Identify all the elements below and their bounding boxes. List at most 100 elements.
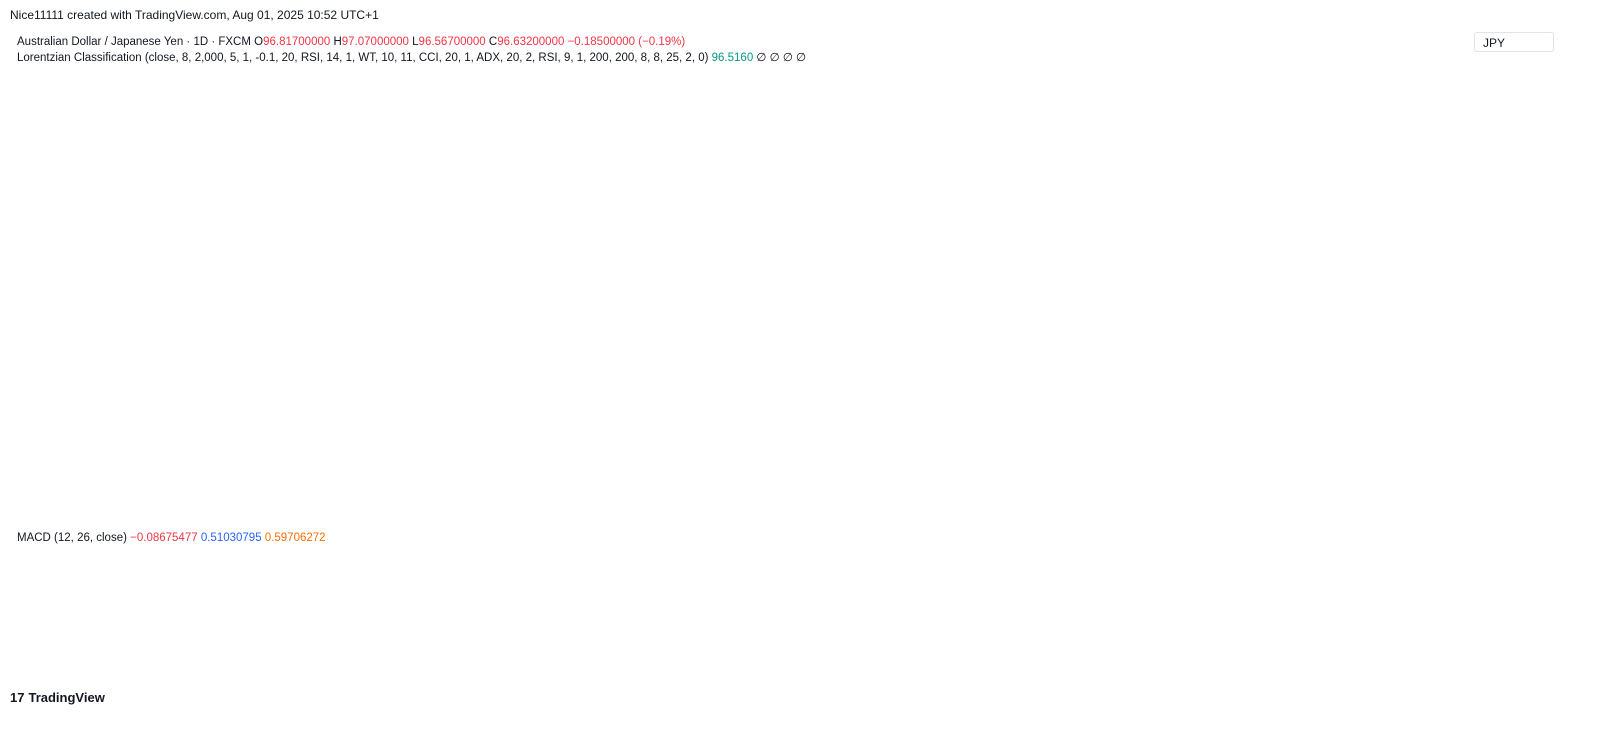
level-tag-label: 93.79100000: [1476, 350, 1540, 362]
macd-histogram-bar: [180, 582, 189, 594]
lorentzian-segment: [262, 144, 296, 199]
symbol-tag: [1422, 260, 1468, 277]
candle-body: [462, 242, 469, 264]
lorentzian-segment: [920, 350, 975, 380]
buy-signal-marker: [14, 340, 27, 357]
y-tick-label: 99.00000000: [1480, 192, 1544, 204]
low-label: L: [412, 36, 419, 48]
lorentzian-segment: [670, 347, 718, 392]
candle-body: [1021, 300, 1028, 325]
candle-body: [699, 342, 706, 482]
x-tick-label: Mar: [580, 662, 599, 674]
macd-histogram-bar: [684, 572, 693, 583]
grid: [10, 28, 1471, 680]
lightning-icon-bolt: [1106, 506, 1113, 519]
open-value: 96.81700000: [263, 36, 331, 48]
y-tick-label: 101.00000000: [1480, 132, 1550, 144]
trendlines: [702, 193, 1262, 483]
x-tick-label: Dec: [271, 662, 291, 674]
x-tick-label: Aug: [1104, 662, 1124, 674]
level-tag: [1473, 86, 1551, 103]
macd-hist-value: −0.08675477: [130, 532, 198, 544]
high-value: 97.07000000: [341, 36, 409, 48]
y-tick-label: 93.00000000: [1480, 374, 1544, 386]
y-tick-label: 102.00000000: [1480, 102, 1550, 114]
candle-body: [445, 218, 452, 243]
candle-body: [815, 351, 822, 373]
candle-body: [479, 263, 486, 292]
candle-body: [181, 139, 188, 152]
candle-body: [147, 133, 154, 159]
macd-histogram-bar: [746, 580, 755, 583]
lorentzian-segment: [447, 241, 502, 271]
macd-histogram-bar: [1085, 582, 1094, 585]
y-tick-label: 92.13200000: [1480, 400, 1544, 412]
currency-selector[interactable]: JPY: [1474, 32, 1554, 52]
macd-histogram-bar: [242, 582, 251, 588]
lorentzian-segment: [499, 268, 553, 290]
y-tick-label: 100.00000000: [1480, 162, 1550, 174]
candle-body: [342, 233, 349, 246]
indicator-flags: ∅ ∅ ∅ ∅: [756, 52, 807, 64]
candle-body: [96, 145, 103, 162]
level-tag-label: 97.32000000: [1476, 243, 1540, 255]
candle-body: [901, 381, 908, 391]
candle-body: [78, 161, 85, 204]
candle-body: [226, 133, 233, 137]
candle-body: [497, 291, 504, 316]
indicator-value: 96.5160: [711, 52, 754, 64]
high-label: H: [333, 36, 342, 48]
candle-body: [764, 427, 771, 461]
buy-signal-marker: [795, 443, 808, 460]
macd-histogram-bar: [376, 582, 385, 584]
macd-y-tick-label: 0.00000000: [1480, 578, 1538, 590]
x-tick-label: Jul: [1000, 662, 1014, 674]
close-label: C: [488, 36, 498, 48]
candle-body: [360, 233, 367, 240]
lorentzian-segment: [1071, 271, 1108, 293]
macd-histogram-bar: [478, 577, 487, 583]
price-tag: [1473, 260, 1551, 277]
candle-body: [599, 375, 606, 391]
macd-title[interactable]: MACD (12, 26, close): [17, 532, 127, 544]
chart-credit: Nice11111 created with TradingView.com, …: [10, 8, 379, 22]
macd-histogram-bar: [16, 580, 25, 583]
macd-histogram-bar: [410, 575, 419, 583]
lorentzian-segment: [800, 389, 837, 435]
price-tag-value: 96.63200000: [1476, 264, 1540, 276]
macd-histogram-bar: [616, 582, 625, 591]
candle-body: [325, 245, 332, 283]
lorentzian-segment: [550, 287, 604, 323]
macd-histogram-bar: [47, 572, 56, 583]
candle-body: [935, 354, 942, 361]
candle-body: [668, 318, 675, 337]
candle-body: [1086, 260, 1093, 280]
lorentzian-segment: [601, 320, 673, 350]
candle-body: [243, 133, 250, 149]
macd-histogram-bar: [1020, 581, 1029, 583]
signal-markers: [14, 107, 1119, 522]
tradingview-logo[interactable]: 17 TradingView: [10, 690, 105, 705]
symbol-title[interactable]: Australian Dollar / Japanese Yen · 1D · …: [17, 36, 251, 48]
low-value: 96.56700000: [418, 36, 486, 48]
macd-histogram-bar: [547, 582, 556, 586]
macd-y-tick-label: -1.00000000: [1480, 629, 1542, 641]
macd-histogram-bar: [513, 582, 522, 588]
candle-body: [651, 312, 658, 337]
candle-body: [308, 266, 315, 283]
x-tick-label: Apr: [687, 662, 704, 674]
trendline: [869, 193, 1262, 371]
price-tags: 102.39141453 98.59162152 97.32000000 95.448…: [1422, 86, 1551, 414]
lorentzian-segment: [293, 196, 330, 235]
tradingview-logo-icon: 17: [10, 690, 25, 705]
macd-histogram-bar: [917, 582, 926, 588]
close-value: 96.63200000: [497, 36, 565, 48]
candle-body: [30, 279, 37, 322]
macd-histogram-bar: [77, 562, 86, 583]
level-tag-label: 102.39141453: [1476, 90, 1546, 102]
macd-line-value: 0.51030795: [200, 532, 262, 544]
indicator-title[interactable]: Lorentzian Classification (close, 8, 2,0…: [17, 52, 709, 64]
level-tag: [1473, 346, 1551, 363]
macd-histogram-bar: [650, 582, 659, 584]
